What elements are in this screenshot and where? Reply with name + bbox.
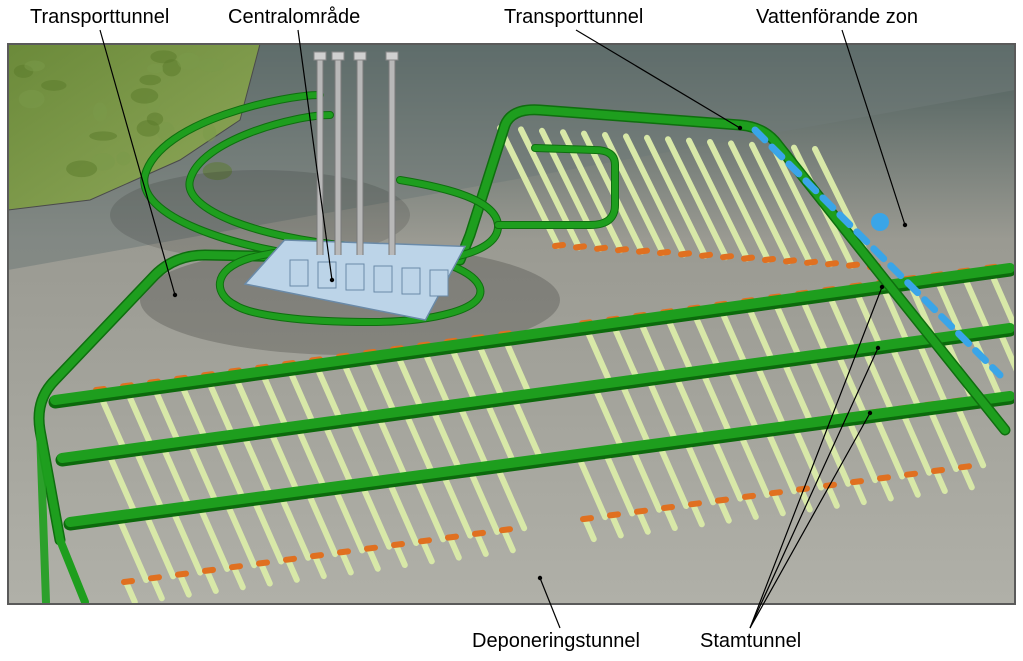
label-vattenforande-zon: Vattenförande zon — [756, 6, 918, 29]
label-transporttunnel-2: Transporttunnel — [504, 6, 643, 29]
label-transporttunnel-1: Transporttunnel — [30, 6, 169, 29]
label-centralomrade: Centralområde — [228, 6, 360, 29]
label-deponeringstunnel: Deponeringstunnel — [472, 630, 640, 653]
diagram-canvas: Transporttunnel Centralområde Transportt… — [0, 0, 1023, 661]
scene-svg — [0, 0, 1023, 661]
label-stamtunnel: Stamtunnel — [700, 630, 801, 653]
